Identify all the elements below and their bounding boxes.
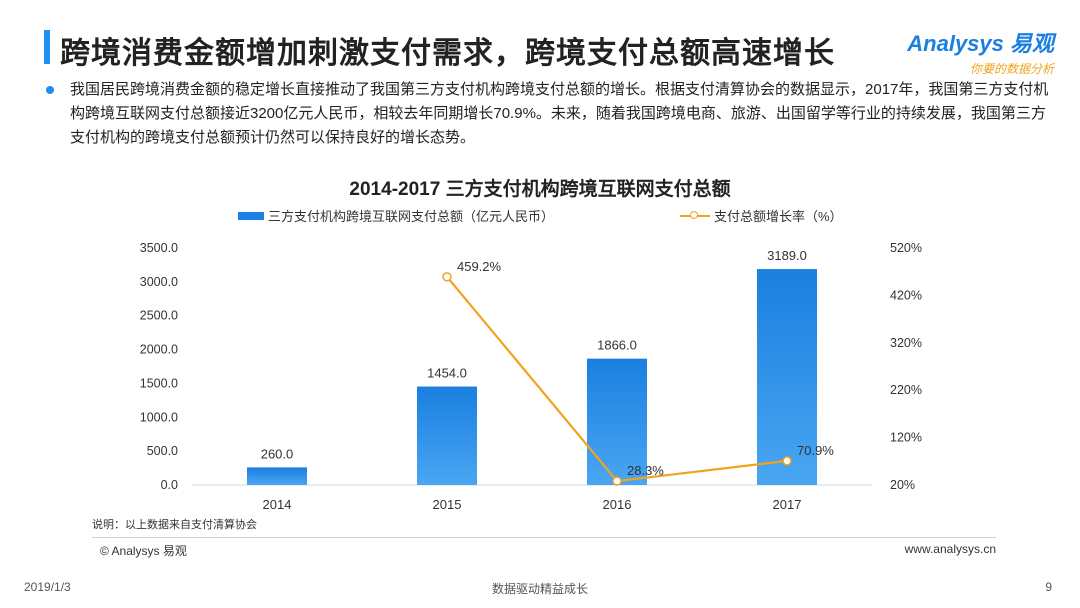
y-left-tick-label: 3000.0	[140, 275, 178, 289]
growth-rate-point	[782, 456, 792, 466]
logo-text: Analysys 易观	[907, 31, 1054, 56]
slide-date: 2019/1/3	[24, 580, 71, 594]
x-tick-label: 2016	[603, 497, 632, 512]
y-left-tick-label: 1500.0	[140, 376, 178, 390]
copyright: © Analysys 易观	[100, 544, 187, 558]
y-left-tick-label: 1000.0	[140, 410, 178, 424]
legend-bar-swatch	[238, 211, 264, 220]
bar-value-label: 3189.0	[767, 248, 807, 263]
growth-rate-point	[612, 476, 622, 486]
footer-slogan: 数据驱动精益成长	[491, 582, 588, 596]
growth-rate-point	[442, 272, 452, 282]
chart-title: 2014-2017 三方支付机构跨境互联网支付总额	[349, 179, 731, 200]
title-accent-bar	[44, 30, 50, 64]
brand-logo: Analysys 易观 你要的数据分析	[907, 26, 1054, 77]
y-left-tick-label: 3500.0	[140, 241, 178, 255]
growth-rate-label: 28.3%	[627, 463, 664, 478]
legend-line-swatch	[680, 210, 710, 219]
y-right-tick-label: 120%	[890, 431, 922, 445]
growth-rate-label: 70.9%	[797, 443, 834, 458]
bar-value-label: 260.0	[261, 446, 294, 461]
x-tick-label: 2015	[433, 497, 462, 512]
y-right-tick-label: 420%	[890, 288, 922, 302]
bar-value-label: 1866.0	[597, 338, 637, 353]
y-left-tick-label: 500.0	[147, 444, 178, 458]
footer-divider	[92, 537, 996, 538]
x-tick-label: 2017	[773, 497, 802, 512]
bar-2016	[587, 358, 647, 485]
y-right-tick-label: 20%	[890, 478, 915, 492]
legend-item-bar: 三方支付机构跨境互联网支付总额（亿元人民币）	[238, 206, 554, 225]
y-right-tick-label: 520%	[890, 241, 922, 255]
bar-2015	[417, 386, 477, 485]
x-tick-label: 2014	[263, 497, 292, 512]
bar-value-label: 1454.0	[427, 366, 467, 381]
y-left-tick-label: 2500.0	[140, 309, 178, 323]
y-right-tick-label: 220%	[890, 383, 922, 397]
legend-line-label: 支付总额增长率（%）	[714, 209, 843, 224]
website-url: www.analysys.cn	[904, 542, 996, 556]
source-note: 说明：以上数据来自支付清算协会	[92, 519, 257, 531]
y-right-tick-label: 320%	[890, 336, 922, 350]
growth-rate-label: 459.2%	[457, 259, 502, 274]
y-left-tick-label: 0.0	[161, 478, 178, 492]
legend-item-line: 支付总额增长率（%）	[680, 206, 843, 225]
page-number: 9	[1045, 580, 1052, 594]
body-paragraph: 我国居民跨境消费金额的稳定增长直接推动了我国第三方支付机构跨境支付总额的增长。根…	[70, 81, 1049, 146]
bar-2014	[247, 467, 307, 485]
bullet-dot-icon	[46, 86, 54, 94]
y-left-tick-label: 2000.0	[140, 343, 178, 357]
bar-2017	[757, 269, 817, 485]
legend-bar-label: 三方支付机构跨境互联网支付总额（亿元人民币）	[268, 209, 555, 224]
page-title: 跨境消费金额增加刺激支付需求，跨境支付总额高速增长	[60, 37, 835, 70]
logo-slogan: 你要的数据分析	[969, 62, 1054, 76]
